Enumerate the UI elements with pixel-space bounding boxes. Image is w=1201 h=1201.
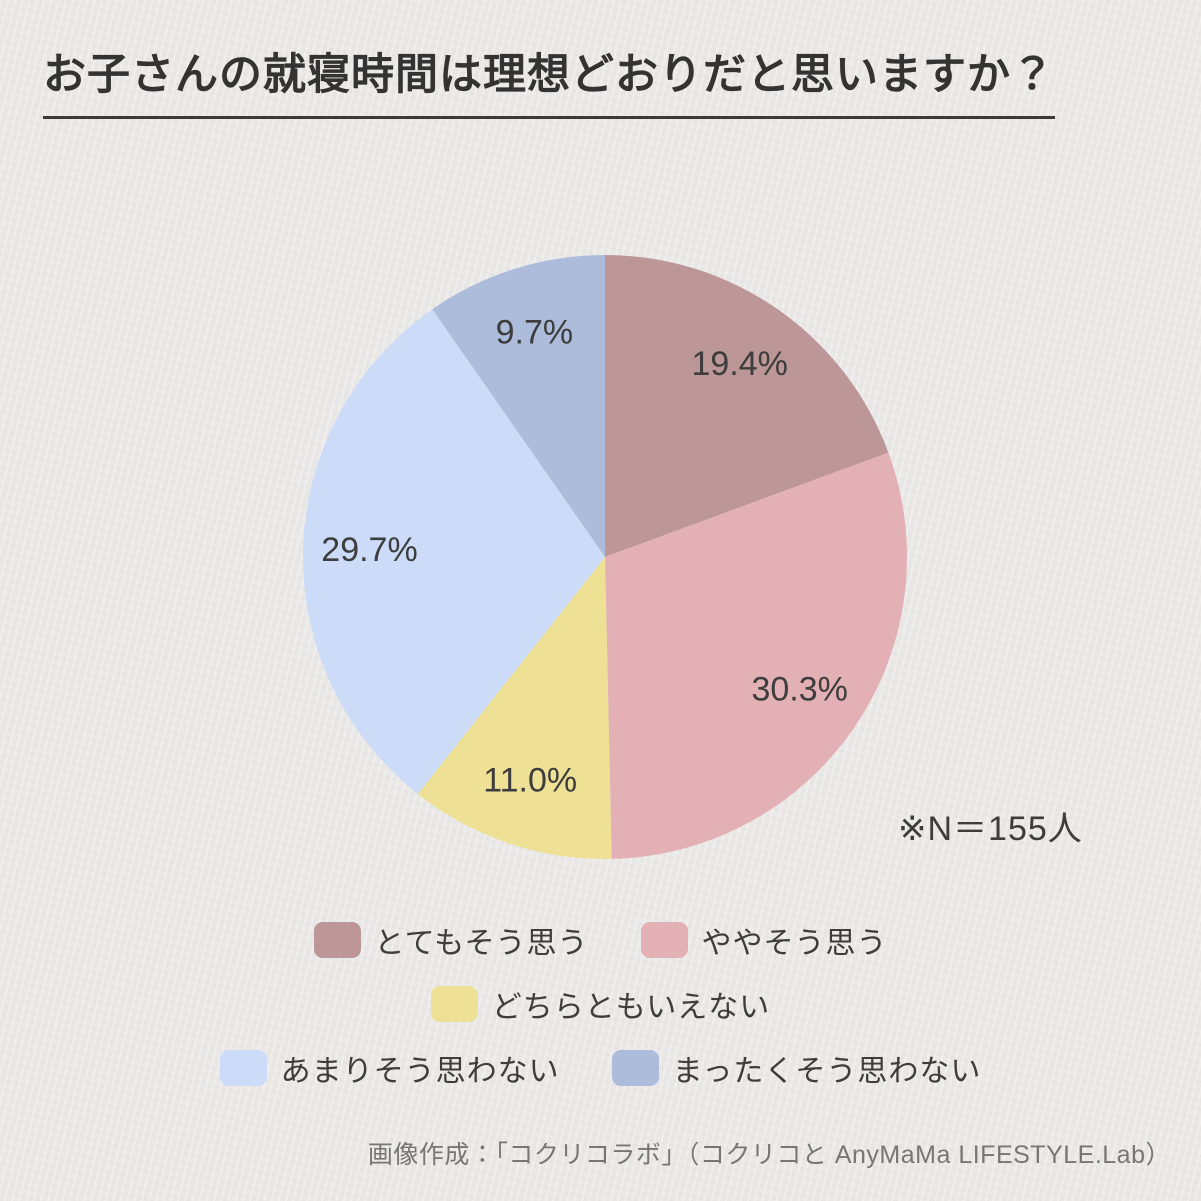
legend-label: ややそう思う: [701, 926, 888, 960]
pie-label-4: 9.7%: [496, 313, 574, 351]
legend-item-2: どちらともいえない: [430, 982, 771, 1026]
pie-label-1: 30.3%: [751, 671, 847, 709]
legend-item-1: ややそう思う: [640, 918, 888, 962]
legend-item-3: あまりそう思わない: [219, 1046, 560, 1090]
legend-swatch-icon: [640, 921, 688, 958]
pie-slice-1: [605, 452, 908, 859]
legend-label: とてもそう思う: [374, 926, 589, 960]
legend-swatch-icon: [430, 985, 478, 1022]
pie-slice-4: [432, 255, 605, 557]
pie-slices: [303, 255, 908, 860]
legend-label: まったくそう思わない: [672, 1054, 982, 1088]
legend-label: あまりそう思わない: [280, 1054, 560, 1088]
pie-label-2: 11.0%: [483, 761, 577, 799]
chart-legend: とてもそう思う ややそう思うどちらともいえないあまりそう思わない まったくそう思わな…: [0, 916, 1201, 1108]
pie-slice-3: [303, 309, 605, 794]
pie-label-3: 29.7%: [321, 531, 417, 569]
legend-label: どちらともいえない: [491, 990, 771, 1024]
pie-slice-2: [417, 557, 612, 860]
legend-row: あまりそう思わない まったくそう思わない: [0, 1044, 1201, 1091]
pie-slice-0: [605, 255, 889, 557]
pie-label-0: 19.4%: [691, 345, 787, 383]
legend-row: とてもそう思う ややそう思う: [0, 916, 1201, 963]
legend-swatch-icon: [313, 921, 361, 958]
page-title: お子さんの就寝時間は理想どおりだと思いますか？: [43, 40, 1055, 119]
legend-item-0: とてもそう思う: [313, 918, 589, 962]
pie-value-labels: 19.4% 30.3% 11.0% 29.7% 9.7%: [321, 313, 848, 799]
sample-size-note: ※N＝155人: [898, 810, 1083, 848]
legend-row: どちらともいえない: [0, 980, 1201, 1027]
legend-swatch-icon: [611, 1049, 659, 1086]
legend-swatch-icon: [219, 1049, 267, 1086]
legend-item-4: まったくそう思わない: [611, 1046, 982, 1090]
credit-text: 画像作成：「コクリコラボ」（コクリコと AnyMaMa LIFESTYLE.La…: [367, 1141, 1171, 1169]
